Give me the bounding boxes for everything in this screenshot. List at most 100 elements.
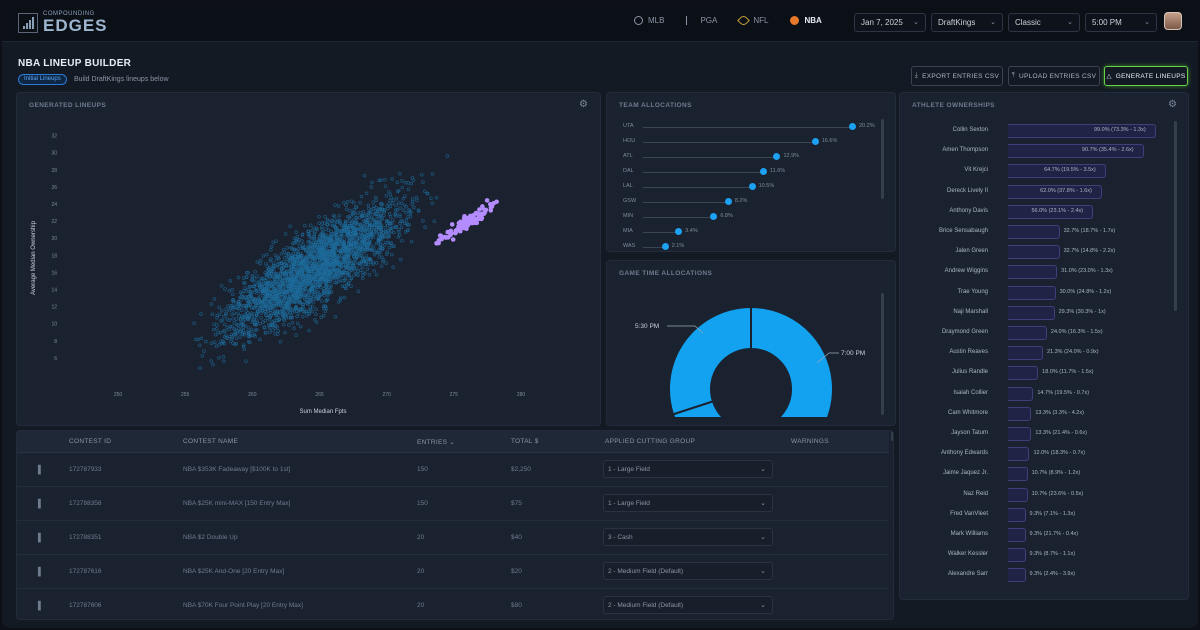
ownership-bar: [1008, 285, 1056, 300]
tab-pga[interactable]: PGA: [686, 16, 717, 25]
table-row[interactable]: ▐ 172788358 NBA $25K mini-MAX [150 Entry M…: [17, 487, 889, 521]
bar-chart-icon[interactable]: ▐: [35, 533, 41, 542]
athlete-row[interactable]: Anthony Davis 56.0% (23.1% - 2.4x): [900, 204, 1188, 220]
generate-lineups-button[interactable]: △ GENERATE LINEUPS: [1104, 66, 1188, 86]
tab-nfl[interactable]: NFL: [737, 14, 768, 27]
logo[interactable]: COMPOUNDING EDGES: [18, 11, 108, 34]
selected-point: [467, 217, 472, 222]
team-dot[interactable]: [724, 198, 732, 205]
athlete-row[interactable]: Vit Krejci 64.7% (19.5% - 3.5x): [900, 163, 1188, 179]
bar-chart-icon[interactable]: ▐: [35, 465, 41, 474]
team-dot[interactable]: [661, 243, 669, 250]
scatter-point: [294, 333, 298, 337]
site-select[interactable]: DraftKings ⌄: [931, 13, 1003, 32]
table-row[interactable]: ▐ 172787933 NBA $353K Fadeaway [$100K to 1…: [17, 453, 889, 487]
scrollbar[interactable]: [881, 293, 884, 415]
team-dot[interactable]: [849, 123, 856, 130]
date-select[interactable]: Jan 7, 2025 ⌄: [854, 13, 926, 32]
scatter-point: [421, 218, 425, 223]
tab-nba[interactable]: NBA: [790, 16, 822, 25]
chevron-down-icon: ⌄: [760, 568, 766, 575]
y-tick-label: 22: [51, 219, 57, 225]
upload-entries-button[interactable]: ⤒ UPLOAD ENTRIES CSV: [1008, 66, 1100, 86]
col-total[interactable]: TOTAL $: [511, 438, 539, 445]
tab-mlb[interactable]: MLB: [634, 16, 664, 25]
bar-chart-icon[interactable]: ▐: [35, 567, 41, 576]
avatar[interactable]: [1164, 12, 1182, 30]
athlete-row[interactable]: Collin Sexton 99.0% (73.3% - 1.3x): [900, 123, 1188, 139]
athlete-row[interactable]: Jalen Green 32.7% (14.8% - 2.2x): [900, 244, 1188, 260]
team-dot[interactable]: [675, 228, 683, 235]
col-entries[interactable]: ENTRIES ⌄: [417, 438, 455, 446]
athlete-row[interactable]: Mark Williams 9.3% (21.7% - 0.4x): [900, 527, 1188, 543]
donut-slice-530pm[interactable]: [669, 307, 751, 414]
team-dot[interactable]: [748, 183, 756, 190]
scatter-point: [384, 218, 389, 223]
basketball-icon: [790, 16, 800, 25]
team-dot[interactable]: [760, 168, 768, 175]
bar-chart-icon[interactable]: ▐: [35, 499, 41, 508]
x-tick-label: 270: [382, 392, 391, 398]
selected-point: [481, 211, 487, 216]
athlete-row[interactable]: Walker Kessler 9.3% (8.7% - 1.1x): [900, 547, 1188, 563]
game-type-select[interactable]: Classic ⌄: [1008, 13, 1080, 32]
gear-icon[interactable]: ⚙: [579, 99, 588, 110]
athlete-row[interactable]: Trae Young 30.0% (24.8% - 1.2x): [900, 285, 1188, 301]
time-select[interactable]: 5:00 PM ⌄: [1085, 13, 1157, 32]
scatter-point: [326, 277, 331, 281]
table-row[interactable]: ▐ 172788351 NBA $2 Double Up 20 $40 3 - Cash ⌄: [17, 521, 889, 555]
athlete-row[interactable]: Anthony Edwards 12.0% (18.3% - 0.7x): [900, 446, 1188, 462]
athlete-row[interactable]: Brice Sensabaugh 32.7% (18.7% - 1.7x): [900, 224, 1188, 240]
scatter-point: [392, 244, 396, 248]
cutting-group-select[interactable]: 2 - Medium Field (Default) ⌄: [603, 562, 773, 580]
scatter-point: [250, 320, 255, 325]
team-row: UTA 20.2%: [607, 121, 895, 133]
export-entries-button[interactable]: ⤓ EXPORT ENTRIES CSV: [911, 66, 1003, 86]
col-warnings[interactable]: WARNINGS: [791, 438, 829, 445]
col-contest-name[interactable]: CONTEST NAME: [183, 438, 239, 445]
athlete-row[interactable]: Julius Randle 18.0% (11.7% - 1.5x): [900, 365, 1188, 381]
ownership-value: 13.3% (3.3% - 4.2x): [1035, 409, 1084, 416]
gear-icon[interactable]: ⚙: [1168, 99, 1177, 110]
scrollbar[interactable]: [1174, 121, 1177, 311]
col-contest-id[interactable]: CONTEST ID: [69, 438, 112, 445]
label-leader: [816, 352, 839, 364]
scatter-point: [403, 194, 407, 198]
table-row[interactable]: ▐ 172787606 NBA $70K Four Point Play [20 E…: [17, 589, 889, 619]
cutting-group-select[interactable]: 1 - Large Field ⌄: [603, 460, 773, 478]
scrollbar[interactable]: [881, 119, 884, 199]
athlete-row[interactable]: Amen Thompson 90.7% (35.4% - 2.6x): [900, 143, 1188, 159]
athlete-row[interactable]: Andrew Wiggins 31.0% (23.0% - 1.3x): [900, 264, 1188, 280]
donut-slice-7pm[interactable]: [673, 307, 833, 426]
table-row[interactable]: ▐ 172787616 NBA $25K And-One [20 Entry Max…: [17, 555, 889, 589]
scatter-point: [393, 225, 398, 230]
chevron-down-icon: ⌄: [990, 19, 996, 26]
scatter-point: [341, 273, 346, 278]
x-tick-label: 265: [315, 392, 324, 398]
athlete-row[interactable]: Naji Marshall 29.3% (30.3% - 1x): [900, 305, 1188, 321]
athlete-row[interactable]: Jayson Tatum 13.3% (21.4% - 0.6x): [900, 426, 1188, 442]
team-line: [643, 157, 777, 158]
team-dot[interactable]: [811, 138, 819, 145]
athlete-row[interactable]: Jaime Jaquez Jr. 10.7% (8.9% - 1.2x): [900, 466, 1188, 482]
athlete-row[interactable]: Alexandre Sarr 9.3% (2.4% - 3.9x): [900, 567, 1188, 583]
athlete-row[interactable]: Fred VanVleet 9.3% (7.1% - 1.3x): [900, 507, 1188, 523]
site-value: DraftKings: [938, 18, 976, 27]
col-cutting-group[interactable]: APPLIED CUTTING GROUP: [605, 438, 696, 445]
cutting-group-select[interactable]: 1 - Large Field ⌄: [603, 494, 773, 512]
scatter-point: [361, 273, 365, 277]
athlete-row[interactable]: Isaiah Collier 14.7% (19.5% - 0.7x): [900, 386, 1188, 402]
y-tick-label: 18: [51, 253, 57, 259]
team-dot[interactable]: [773, 153, 781, 160]
ownership-bar: [1008, 346, 1043, 361]
cutting-group-select[interactable]: 3 - Cash ⌄: [603, 528, 773, 546]
athlete-row[interactable]: Naz Reid 10.7% (23.6% - 0.5x): [900, 487, 1188, 503]
scrollbar[interactable]: [891, 431, 893, 441]
cutting-group-select[interactable]: 2 - Medium Field (Default) ⌄: [603, 596, 773, 614]
athlete-row[interactable]: Cam Whitmore 13.3% (3.3% - 4.2x): [900, 406, 1188, 422]
team-dot[interactable]: [710, 213, 718, 220]
athlete-row[interactable]: Austin Reaves 21.3% (24.0% - 0.9x): [900, 345, 1188, 361]
bar-chart-icon[interactable]: ▐: [35, 601, 41, 610]
athlete-row[interactable]: Dereck Lively II 62.0% (37.8% - 1.6x): [900, 184, 1188, 200]
athlete-row[interactable]: Draymond Green 24.0% (16.3% - 1.5x): [900, 325, 1188, 341]
